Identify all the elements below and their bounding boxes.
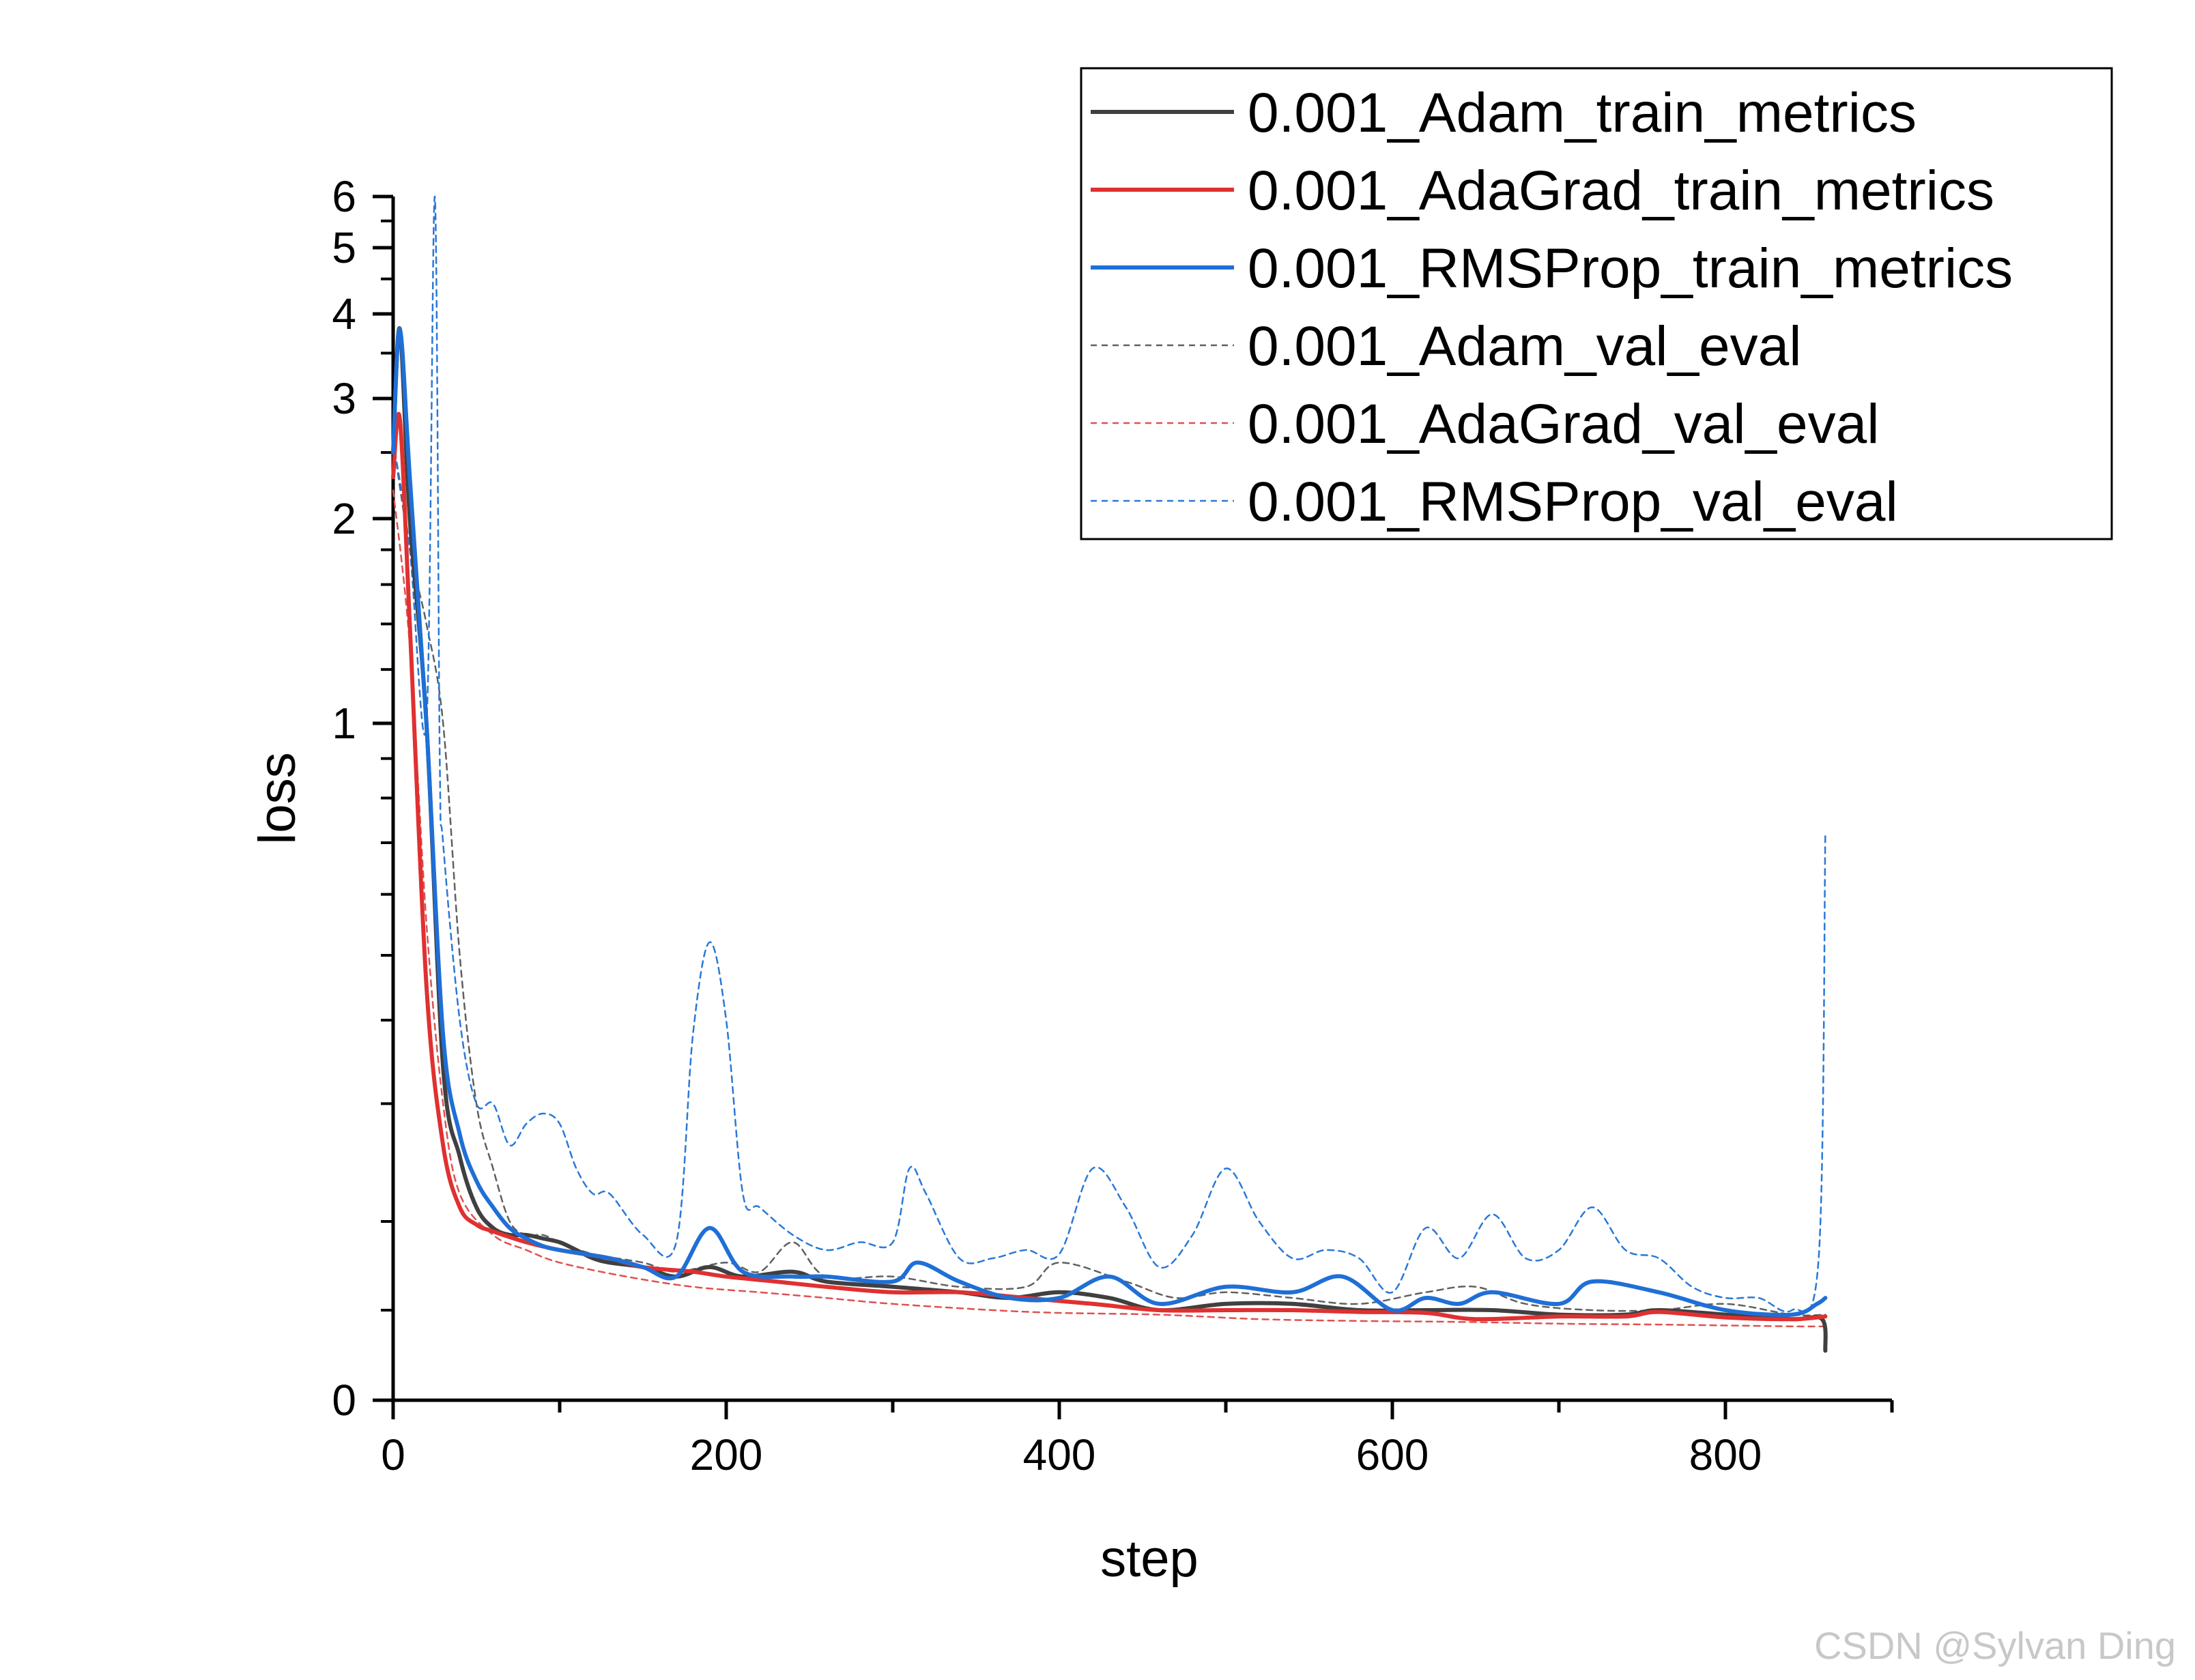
x-tick-label: 400	[1023, 1430, 1096, 1479]
y-tick-label: 5	[332, 223, 356, 272]
series-line-6	[392, 195, 1826, 1313]
series-line-5	[392, 489, 1826, 1328]
x-tick-label: 800	[1689, 1430, 1762, 1479]
x-tick-label: 200	[690, 1430, 763, 1479]
legend-label: 0.001_RMSProp_val_eval	[1248, 471, 1898, 533]
y-axis-title: loss	[248, 752, 306, 844]
legend-label: 0.001_Adam_train_metrics	[1248, 82, 1917, 144]
y-tick-label: 4	[332, 289, 356, 338]
legend-label: 0.001_AdaGrad_val_eval	[1248, 393, 1879, 455]
y-tick-label: 0	[332, 1376, 356, 1425]
axes: 0 200 400 600 800 0 1 2 3 4 56 step loss	[248, 172, 1894, 1588]
legend-label: 0.001_AdaGrad_train_metrics	[1248, 160, 1994, 222]
legend-label: 0.001_Adam_val_eval	[1248, 315, 1801, 377]
series-layer	[391, 195, 1828, 1353]
legend-label: 0.001_RMSProp_train_metrics	[1248, 237, 2013, 300]
y-tick-label: 1	[332, 699, 356, 748]
series-line-4	[392, 439, 1826, 1316]
y-tick-label: 6	[332, 172, 356, 221]
series-line-3	[391, 327, 1828, 1318]
x-axis-title: step	[1100, 1530, 1199, 1588]
x-tick-label: 0	[381, 1430, 405, 1479]
legend: 0.001_Adam_train_metrics 0.001_AdaGrad_tr…	[1080, 67, 2113, 540]
series-line-2	[391, 411, 1828, 1322]
y-tick-label: 3	[332, 374, 356, 423]
legend-box	[1080, 67, 2113, 540]
y-tick-label: 2	[332, 494, 356, 543]
x-tick-label: 600	[1356, 1430, 1429, 1479]
watermark: CSDN @Sylvan Ding	[1814, 1624, 2176, 1667]
